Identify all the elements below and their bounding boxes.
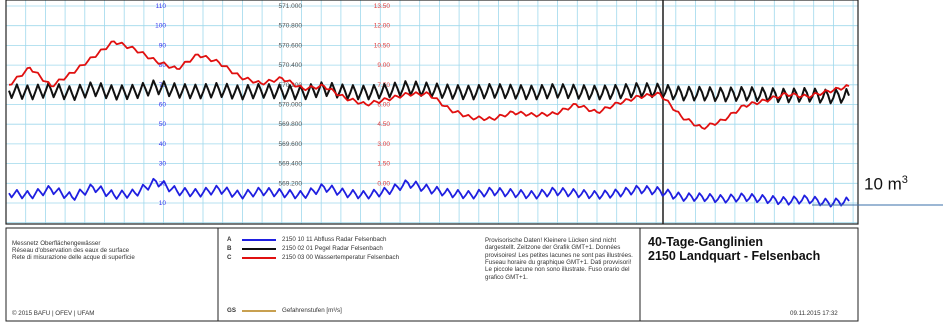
series-line-abfluss [8, 177, 850, 208]
right-tick-label: 10.50 [374, 42, 391, 49]
right-tick-label: 0.00 [377, 180, 390, 187]
left-tick-label: 90 [159, 42, 167, 49]
legend-code-gs: GS [227, 307, 236, 314]
network-it: Rete di misurazione delle acque di super… [12, 254, 135, 261]
middle-tick-label: 570.600 [279, 42, 303, 49]
left-tick-label: 30 [159, 161, 167, 168]
legend-swatch-a [242, 239, 276, 241]
right-tick-label: 6.00 [377, 102, 390, 109]
legend-swatch-gs [242, 310, 276, 312]
plot-frame [5, 0, 859, 225]
left-tick-label: 80 [159, 62, 167, 69]
flow-annotation-unit: 3 [901, 174, 908, 186]
legend-label-a: 2150 10 11 Abfluss Radar Felsenbach [282, 236, 387, 243]
chart-title: 40-Tage-Ganglinien [648, 235, 764, 249]
network-fr: Réseau d'observation des eaux de surface [12, 247, 130, 254]
legend-code-b: B [227, 245, 232, 252]
left-tick-label: 60 [159, 102, 167, 109]
flow-annotation-value: 10 m [864, 174, 902, 194]
legend-swatch-c [242, 257, 276, 259]
flow-annotation: 10 m3 [864, 174, 908, 195]
chart-title-block: 40-Tage-Ganglinien 2150 Landquart - Fels… [648, 235, 821, 264]
provisional-note: Provisorische Daten! Kleinere Lücken sin… [485, 237, 633, 281]
timestamp: 09.11.2015 17:32 [790, 310, 838, 317]
right-tick-label: 3.00 [377, 141, 390, 148]
copyright: © 2015 BAFU | OFEV | UFAM [12, 310, 95, 317]
left-tick-label: 10 [159, 200, 167, 207]
legend-code-a: A [227, 236, 232, 243]
legend-code-c: C [227, 254, 232, 261]
left-tick-label: 40 [159, 141, 167, 148]
series-line-wassertemperatur [8, 40, 850, 130]
right-tick-label: 12.00 [374, 23, 391, 30]
middle-tick-label: 569.200 [279, 180, 303, 187]
legend-label-gs: Gefahrenstufen [m³/s] [282, 307, 342, 314]
right-tick-label: 9.00 [377, 62, 390, 69]
middle-tick-label: 570.400 [279, 62, 303, 69]
left-tick-label: 50 [159, 121, 167, 128]
middle-tick-label: 569.800 [279, 121, 303, 128]
chart-subtitle: 2150 Landquart - Felsenbach [648, 248, 821, 263]
series-line-pegel [8, 79, 850, 105]
right-tick-label: 13.50 [374, 3, 391, 10]
legend-swatch-b [242, 248, 276, 250]
middle-tick-label: 570.000 [279, 102, 303, 109]
legend-label-b: 2150 02 01 Pegel Radar Felsenbach [282, 245, 383, 252]
middle-tick-label: 571.000 [279, 3, 303, 10]
middle-tick-label: 569.600 [279, 141, 303, 148]
middle-tick-label: 570.800 [279, 23, 303, 30]
plot-background [6, 0, 858, 224]
network-de: Messnetz Oberflächengewässer [12, 240, 101, 247]
legend-label-c: 2150 03 00 Wassertemperatur Felsenbach [282, 254, 400, 261]
left-tick-label: 100 [155, 23, 166, 30]
right-tick-label: 1.50 [377, 161, 390, 168]
middle-tick-label: 569.400 [279, 161, 303, 168]
footer-frame [5, 227, 859, 322]
left-tick-label: 110 [156, 3, 167, 10]
right-tick-label: 4.50 [377, 121, 390, 128]
